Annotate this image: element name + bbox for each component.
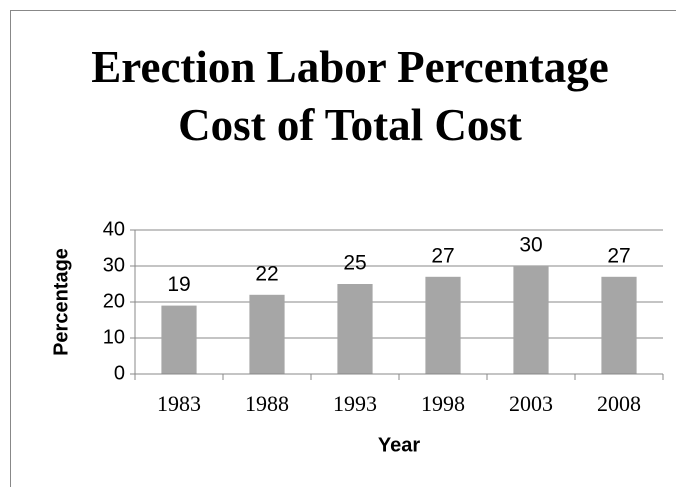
- bar: [513, 266, 549, 374]
- bar: [249, 294, 285, 374]
- chart-frame: [10, 10, 676, 487]
- chart-title: Erection Labor Percentage Cost of Total …: [91, 42, 609, 150]
- bar: [425, 276, 461, 374]
- bar: [161, 305, 197, 374]
- y-tick-label: 0: [114, 362, 125, 384]
- bar: [337, 284, 373, 374]
- x-tick-label: 1988: [245, 391, 289, 416]
- y-tick-label: 10: [103, 326, 125, 348]
- x-axis-label: Year: [378, 434, 420, 456]
- x-tick-label: 1998: [421, 391, 465, 416]
- x-tick-label: 1983: [157, 391, 201, 416]
- y-tick-label: 20: [103, 290, 125, 312]
- data-label: 19: [167, 273, 190, 296]
- y-axis-label: Percentage: [50, 248, 72, 356]
- bar: [601, 276, 637, 374]
- x-tick-label: 2003: [509, 391, 553, 416]
- data-label: 30: [519, 234, 542, 257]
- data-label: 27: [607, 244, 630, 267]
- y-tick-label: 40: [103, 218, 125, 240]
- data-label: 25: [343, 252, 366, 275]
- x-tick-label: 1993: [333, 391, 377, 416]
- data-label: 22: [255, 262, 278, 285]
- data-label: 27: [431, 244, 454, 267]
- y-tick-label: 30: [103, 254, 125, 276]
- x-tick-label: 2008: [597, 391, 641, 416]
